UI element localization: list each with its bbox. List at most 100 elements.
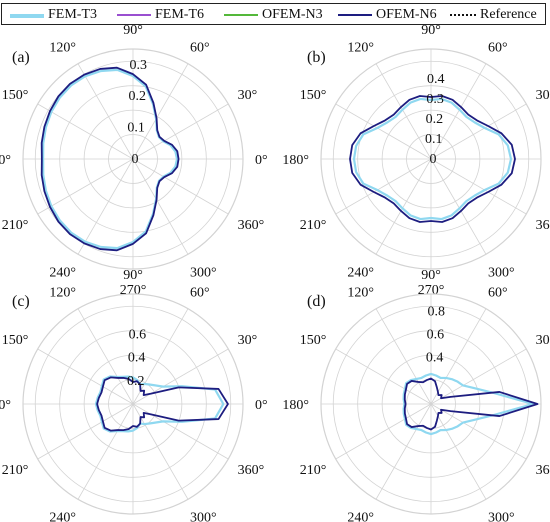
radial-tick-label: 0 [132, 152, 139, 167]
radial-tick-label: 0.4 [426, 351, 444, 366]
legend-swatch-reference [450, 14, 476, 16]
grid-spoke [375, 63, 432, 160]
angle-label: 360° [238, 463, 265, 478]
panel-label: (d) [307, 293, 326, 310]
grid-spoke [335, 158, 432, 215]
angle-label: 240° [347, 266, 374, 281]
grid-spoke [37, 403, 134, 460]
angle-label: 210° [2, 218, 29, 233]
grid-spoke [430, 63, 487, 160]
legend-label-reference: Reference [480, 7, 537, 22]
legend-swatch-ofem-n3 [224, 14, 258, 16]
series-line-fem-t3 [402, 372, 534, 436]
grid-spoke [430, 403, 527, 460]
angle-label: 120° [347, 40, 374, 55]
legend: FEM-T3 FEM-T6 OFEM-N3 OFEM-N6 Reference [1, 3, 546, 25]
angle-label: 60° [190, 285, 210, 300]
angle-label: 300° [488, 266, 515, 281]
legend-label-fem-t3: FEM-T3 [48, 7, 97, 22]
grid-spoke [430, 103, 527, 160]
series-line-ofem-n6 [403, 377, 539, 431]
radial-tick-label: 0.3 [426, 92, 444, 107]
grid-spoke [132, 63, 189, 160]
grid-spoke [77, 308, 134, 405]
grid-spoke [37, 103, 134, 160]
grid-spoke [335, 103, 432, 160]
angle-label: 60° [488, 40, 508, 55]
grid-spoke [375, 308, 432, 405]
radial-tick-label: 0.6 [129, 328, 147, 343]
grid-spoke [132, 103, 229, 160]
angle-label: 30° [536, 333, 550, 348]
panel-label: (c) [12, 293, 30, 310]
angle-label: 210° [300, 218, 327, 233]
series-line-ofem-n6 [96, 376, 229, 432]
radial-tick-label: 0.8 [427, 304, 445, 319]
radial-tick-label: 0.2 [127, 374, 145, 389]
polar-panel-1: 00.10.20.30.40°30°60°90°120°150°180°210°… [282, 23, 550, 298]
grid-spoke [430, 403, 487, 500]
grid-spoke [37, 348, 134, 405]
legend-label-ofem-n3: OFEM-N3 [262, 7, 323, 22]
angle-label: 0° [255, 153, 268, 168]
angle-label: 240° [49, 266, 76, 281]
angle-label: 90° [123, 268, 143, 283]
angle-label: 60° [190, 40, 210, 55]
legend-label-fem-t6: FEM-T6 [155, 7, 204, 22]
angle-label: 300° [190, 511, 217, 522]
grid-spoke [37, 158, 134, 215]
radial-tick-label: 0.4 [128, 351, 146, 366]
angle-label: 150° [300, 88, 327, 103]
polar-panel-3: 0.40.60.80°30°60°90°120°150°180°210°240°… [282, 268, 550, 522]
angle-label: 360° [536, 218, 550, 233]
angle-label: 360° [238, 218, 265, 233]
radial-tick-label: 0.4 [427, 72, 445, 87]
radial-tick-label: 0.2 [128, 89, 146, 104]
panel-label: (b) [307, 49, 326, 66]
radial-tick-label: 0 [430, 152, 437, 167]
angle-label: 360° [536, 463, 550, 478]
angle-label: 240° [347, 511, 374, 522]
legend-swatch-fem-t6 [117, 14, 151, 16]
grid-spoke [430, 158, 527, 215]
angle-label: 120° [347, 285, 374, 300]
angle-label: 150° [300, 333, 327, 348]
radial-tick-label: 0.3 [130, 58, 148, 73]
angle-label: 0° [255, 398, 268, 413]
grid-spoke [375, 158, 432, 255]
legend-swatch-fem-t3 [10, 14, 44, 18]
grid-spoke [430, 308, 487, 405]
radial-tick-label: 0.6 [427, 328, 445, 343]
grid-spoke [77, 63, 134, 160]
angle-label: 150° [2, 88, 29, 103]
angle-label: 90° [123, 23, 143, 38]
angle-label: 60° [488, 285, 508, 300]
radial-tick-label: 0.1 [127, 121, 145, 136]
grid-spoke [335, 348, 432, 405]
angle-label: 210° [2, 463, 29, 478]
grid-spoke [77, 158, 134, 255]
angle-label: 30° [536, 88, 550, 103]
grid-spoke [430, 348, 527, 405]
grid-spoke [132, 158, 229, 215]
angle-label: 90° [421, 23, 441, 38]
series-line-fem-t3 [94, 375, 225, 433]
grid-spoke [132, 308, 189, 405]
grid-spoke [335, 403, 432, 460]
angle-label: 30° [238, 333, 258, 348]
angle-label: 90° [421, 268, 441, 283]
polar-panel-0: 0 0.1 0.2 0.3 0° 30° 60° 90° 120° 150° 180° 210° 240… [0, 23, 268, 298]
grid-spoke [132, 403, 189, 500]
angle-label: 180° [282, 153, 309, 168]
panel-label: (a) [12, 49, 30, 66]
grid-spoke [132, 158, 189, 255]
angle-label: 240° [49, 511, 76, 522]
series-line-ofem-n6 [349, 95, 516, 223]
series-line-ofem-n6 [40, 66, 180, 252]
radial-tick-label: 0.1 [425, 132, 443, 147]
angle-label: 30° [238, 88, 258, 103]
angle-label: 210° [300, 463, 327, 478]
angle-label: 180° [0, 398, 11, 413]
angle-label: 120° [49, 285, 76, 300]
